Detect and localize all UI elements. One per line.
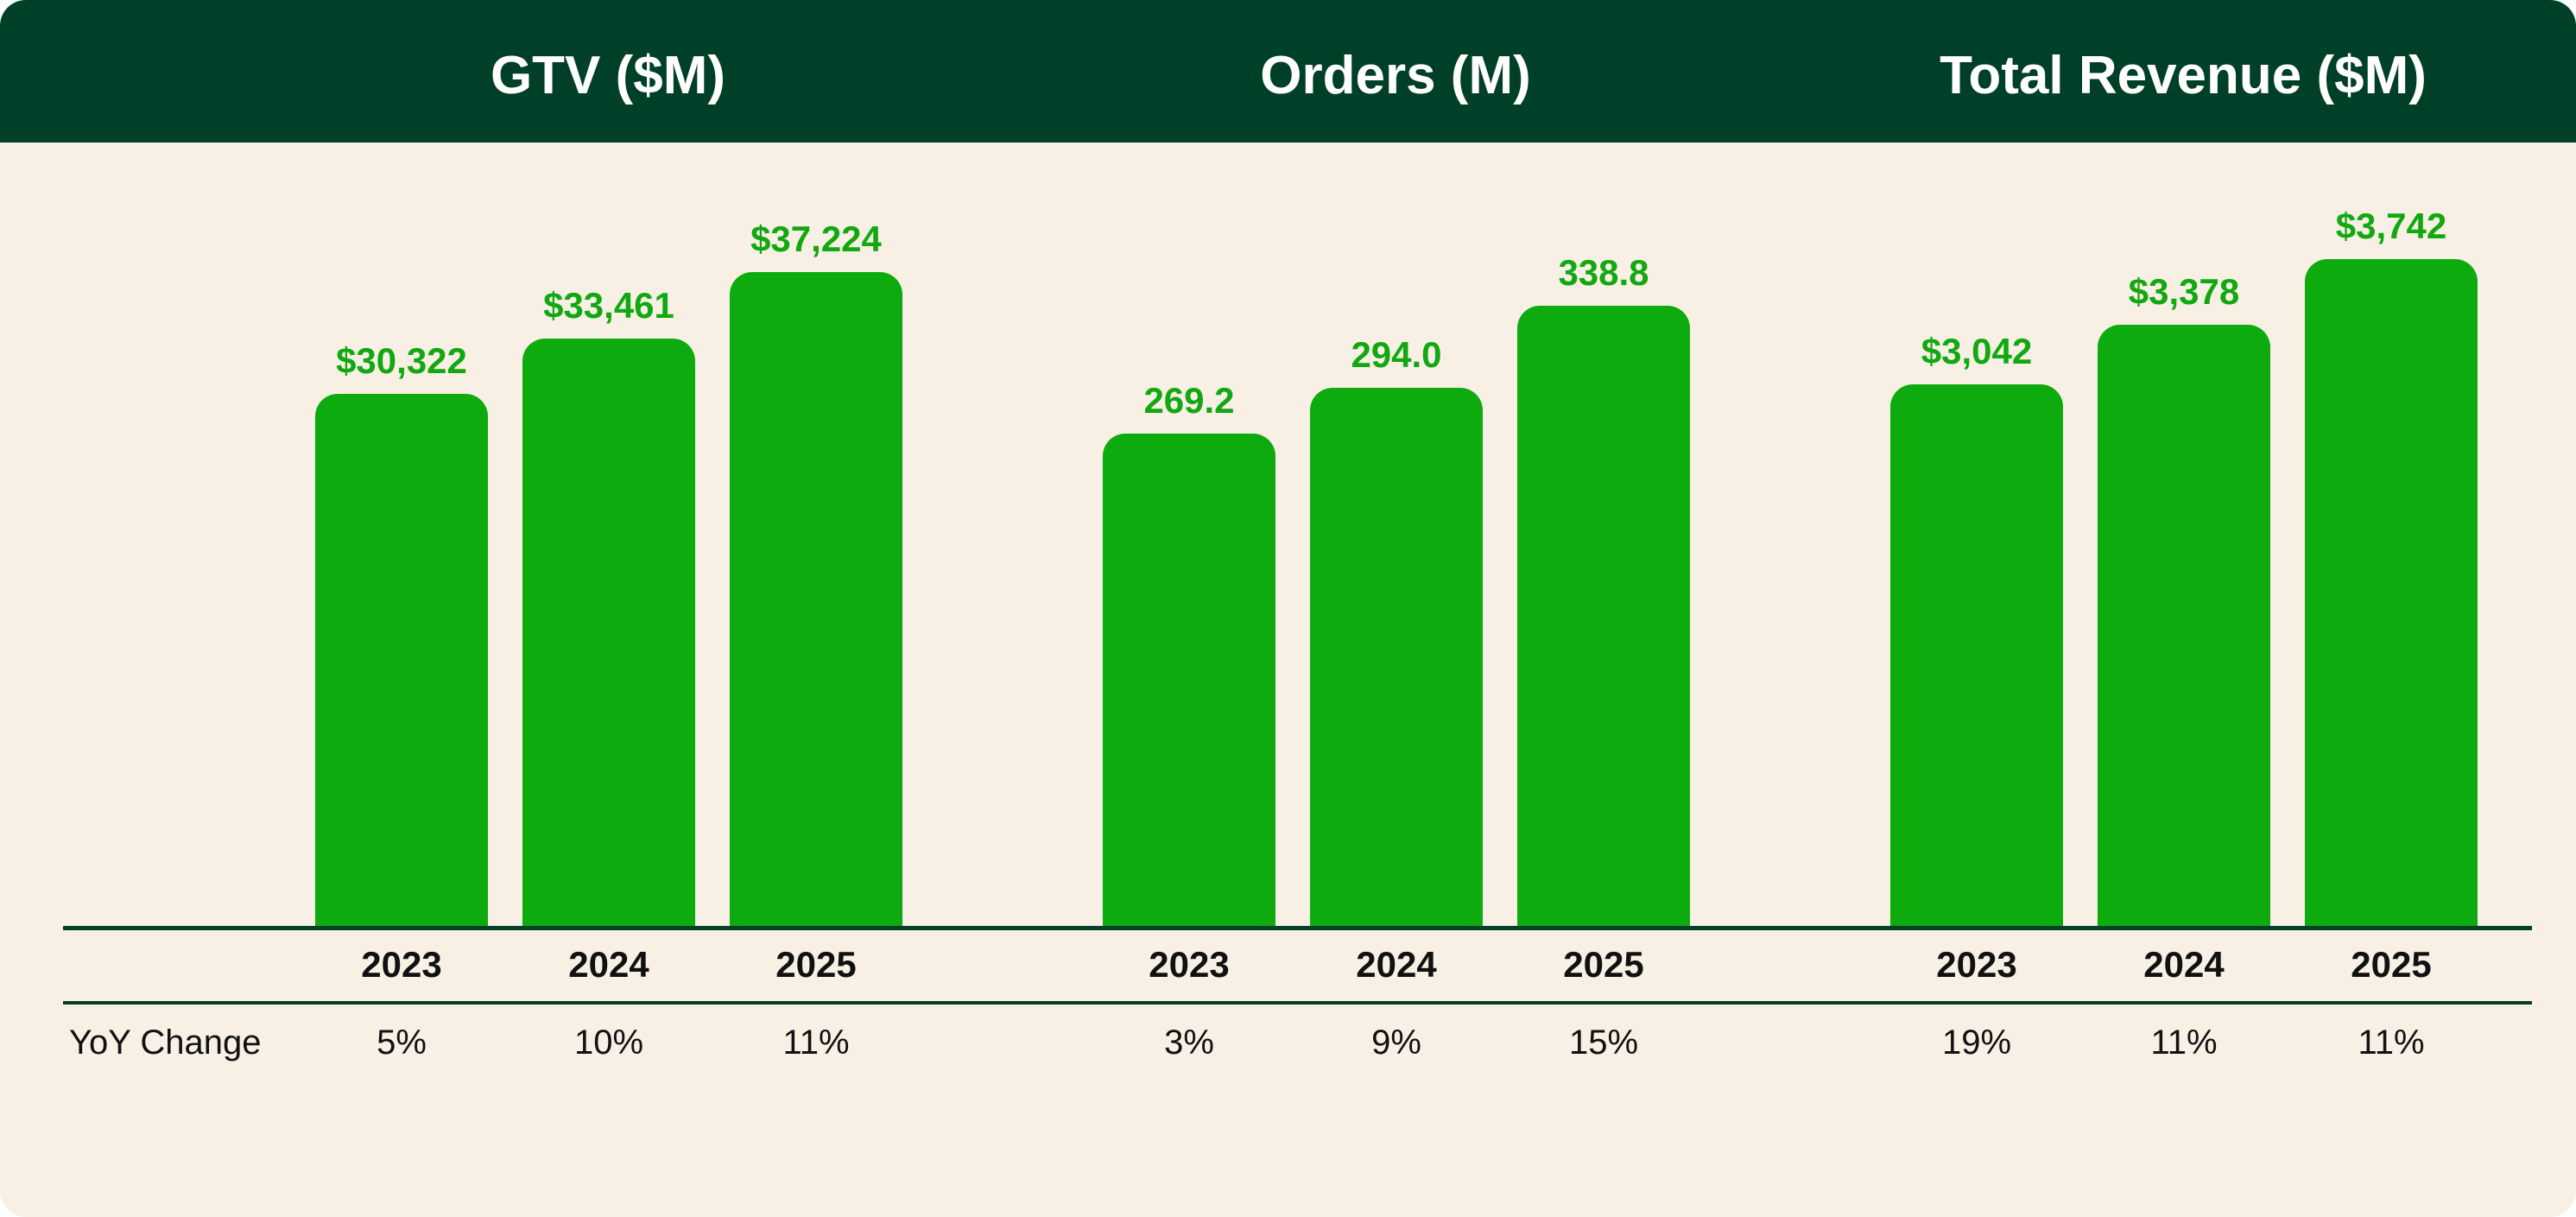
value-label-revenue-2024: $3,378 [2128,270,2240,312]
chart-title-revenue: Total Revenue ($M) [1940,46,2427,105]
bar-gtv-2023 [315,393,488,926]
value-label-orders-2023: 269.2 [1143,379,1235,421]
yoy-value-gtv-2023: 5% [377,1024,427,1062]
year-label-orders-2025: 2025 [1563,944,1644,985]
bar-gtv-2024 [522,338,695,926]
chart-title-gtv: GTV ($M) [490,46,726,105]
year-label-gtv-2025: 2025 [775,944,857,985]
yoy-value-orders-2024: 9% [1371,1024,1421,1062]
yoy-value-revenue-2024: 11% [2150,1024,2218,1062]
bar-revenue-2025 [2305,259,2478,926]
yoy-value-gtv-2024: 10% [573,1024,644,1062]
value-label-orders-2024: 294.0 [1351,334,1442,376]
header-band: GTV ($M) Orders (M) Total Revenue ($M) [0,0,2576,143]
year-label-revenue-2025: 2025 [2351,944,2432,985]
value-label-gtv-2025: $37,224 [750,219,882,260]
yoy-value-orders-2023: 3% [1164,1024,1214,1062]
year-separator-rule [63,1001,2532,1005]
year-label-revenue-2023: 2023 [1936,944,2017,985]
bar-revenue-2023 [1890,383,2063,926]
bar-orders-2023 [1103,433,1275,926]
yoy-value-revenue-2023: 19% [1941,1024,2012,1062]
year-label-gtv-2024: 2024 [568,944,649,985]
bar-revenue-2024 [2098,324,2270,926]
baseline-rule [63,926,2532,930]
chart-body: YoY Change $30,322 2023 5% $33,461 2024 10% $3… [0,143,2576,1217]
yoy-row-label: YoY Change [69,1024,262,1062]
value-label-gtv-2023: $30,322 [336,339,467,381]
value-label-revenue-2025: $3,742 [2335,206,2447,247]
value-label-orders-2025: 338.8 [1558,252,1649,294]
yoy-value-gtv-2025: 11% [782,1024,850,1062]
yoy-value-orders-2025: 15% [1568,1024,1639,1062]
value-label-revenue-2023: $3,042 [1921,330,2033,371]
value-label-gtv-2024: $33,461 [543,284,674,326]
year-label-revenue-2024: 2024 [2143,944,2225,985]
bar-orders-2025 [1517,306,1690,926]
year-label-orders-2023: 2023 [1149,944,1230,985]
year-label-orders-2024: 2024 [1356,944,1437,985]
yoy-value-revenue-2025: 11% [2358,1024,2425,1062]
year-label-gtv-2023: 2023 [361,944,442,985]
bar-orders-2024 [1310,388,1483,926]
bar-gtv-2025 [730,272,902,926]
chart-title-orders: Orders (M) [1260,46,1531,105]
